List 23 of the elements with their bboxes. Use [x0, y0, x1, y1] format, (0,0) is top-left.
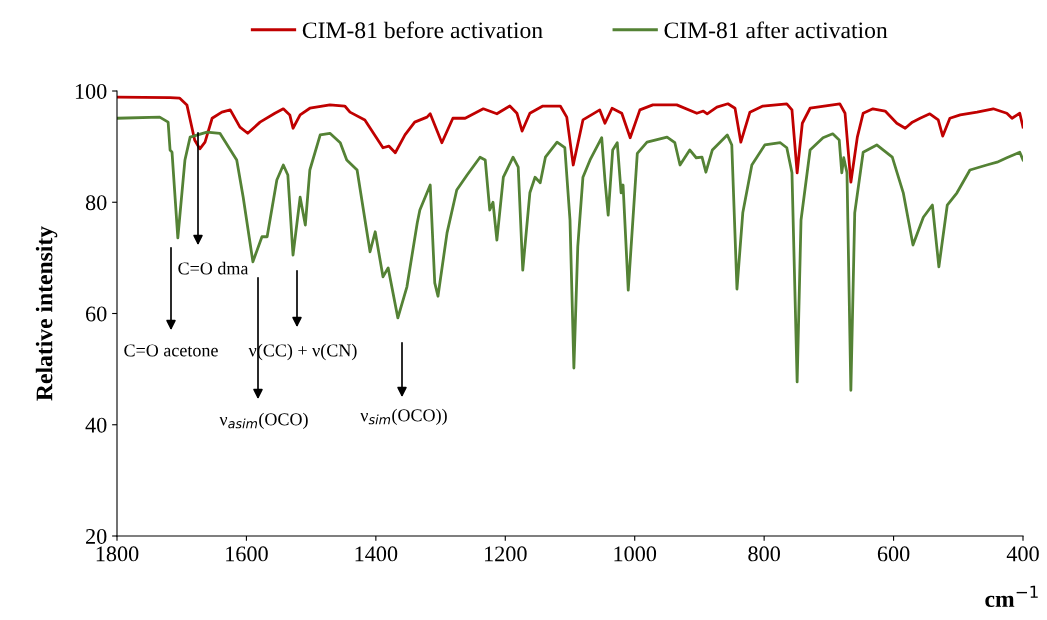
y-axis-title: Relative intensity	[35, 226, 58, 401]
y-tick-label: 40	[85, 417, 107, 433]
y-tick-label: 60	[86, 306, 107, 322]
x-tick-label: 1600	[226, 546, 268, 562]
y-tick-label: 20	[86, 528, 107, 544]
line-series	[117, 115, 1023, 392]
x-tick-label: 1400	[355, 546, 398, 562]
x-tick-label: 800	[748, 546, 780, 562]
line-series	[117, 95, 1023, 184]
legend-label: CIM-81 before activation	[302, 21, 543, 39]
x-tick-label: 400	[1006, 546, 1039, 562]
x-axis-title: cm$^{−1}$	[985, 585, 1038, 608]
annotation: C=O acetone	[124, 344, 218, 357]
annotation: ν$_{asim}$(OCO)	[219, 412, 308, 430]
x-tick-label: 600	[877, 546, 910, 562]
y-tick-label: 100	[75, 83, 107, 99]
x-tick-label: 1800	[96, 546, 139, 562]
y-tick-label: 80	[85, 195, 107, 211]
annotation: ν$_{sim}$(OCO))	[360, 408, 447, 426]
annotation: C=O dma	[178, 261, 249, 275]
legend-label: CIM-81 after activation	[664, 21, 888, 39]
x-tick-label: 1200	[485, 546, 527, 562]
x-tick-label: 1000	[614, 546, 657, 562]
